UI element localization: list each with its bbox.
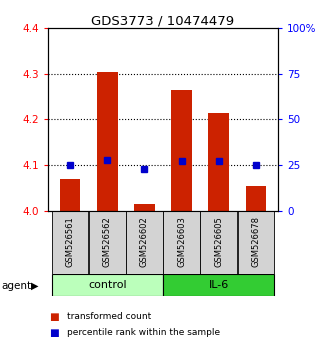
Text: ▶: ▶ — [31, 281, 38, 291]
Text: GSM526562: GSM526562 — [103, 216, 112, 267]
Bar — [60, 179, 80, 211]
Bar — [134, 204, 155, 211]
Bar — [201, 211, 237, 274]
Text: percentile rank within the sample: percentile rank within the sample — [67, 328, 220, 337]
Text: GSM526602: GSM526602 — [140, 216, 149, 267]
Text: IL-6: IL-6 — [209, 280, 229, 290]
Text: GSM526605: GSM526605 — [214, 216, 223, 267]
Bar — [89, 211, 125, 274]
Bar — [164, 211, 200, 274]
Bar — [238, 211, 274, 274]
Text: agent: agent — [2, 281, 32, 291]
Bar — [52, 211, 88, 274]
Bar — [164, 274, 274, 296]
Bar — [209, 113, 229, 211]
Bar — [97, 72, 118, 211]
Bar — [52, 274, 163, 296]
Bar — [171, 90, 192, 211]
Bar — [246, 185, 266, 211]
Text: ■: ■ — [49, 312, 59, 322]
Text: GSM526561: GSM526561 — [66, 216, 75, 267]
Text: transformed count: transformed count — [67, 312, 152, 321]
Title: GDS3773 / 10474479: GDS3773 / 10474479 — [91, 14, 235, 27]
Text: GSM526678: GSM526678 — [251, 216, 260, 267]
Bar — [126, 211, 163, 274]
Text: control: control — [88, 280, 127, 290]
Text: ■: ■ — [49, 328, 59, 338]
Text: GSM526603: GSM526603 — [177, 216, 186, 267]
